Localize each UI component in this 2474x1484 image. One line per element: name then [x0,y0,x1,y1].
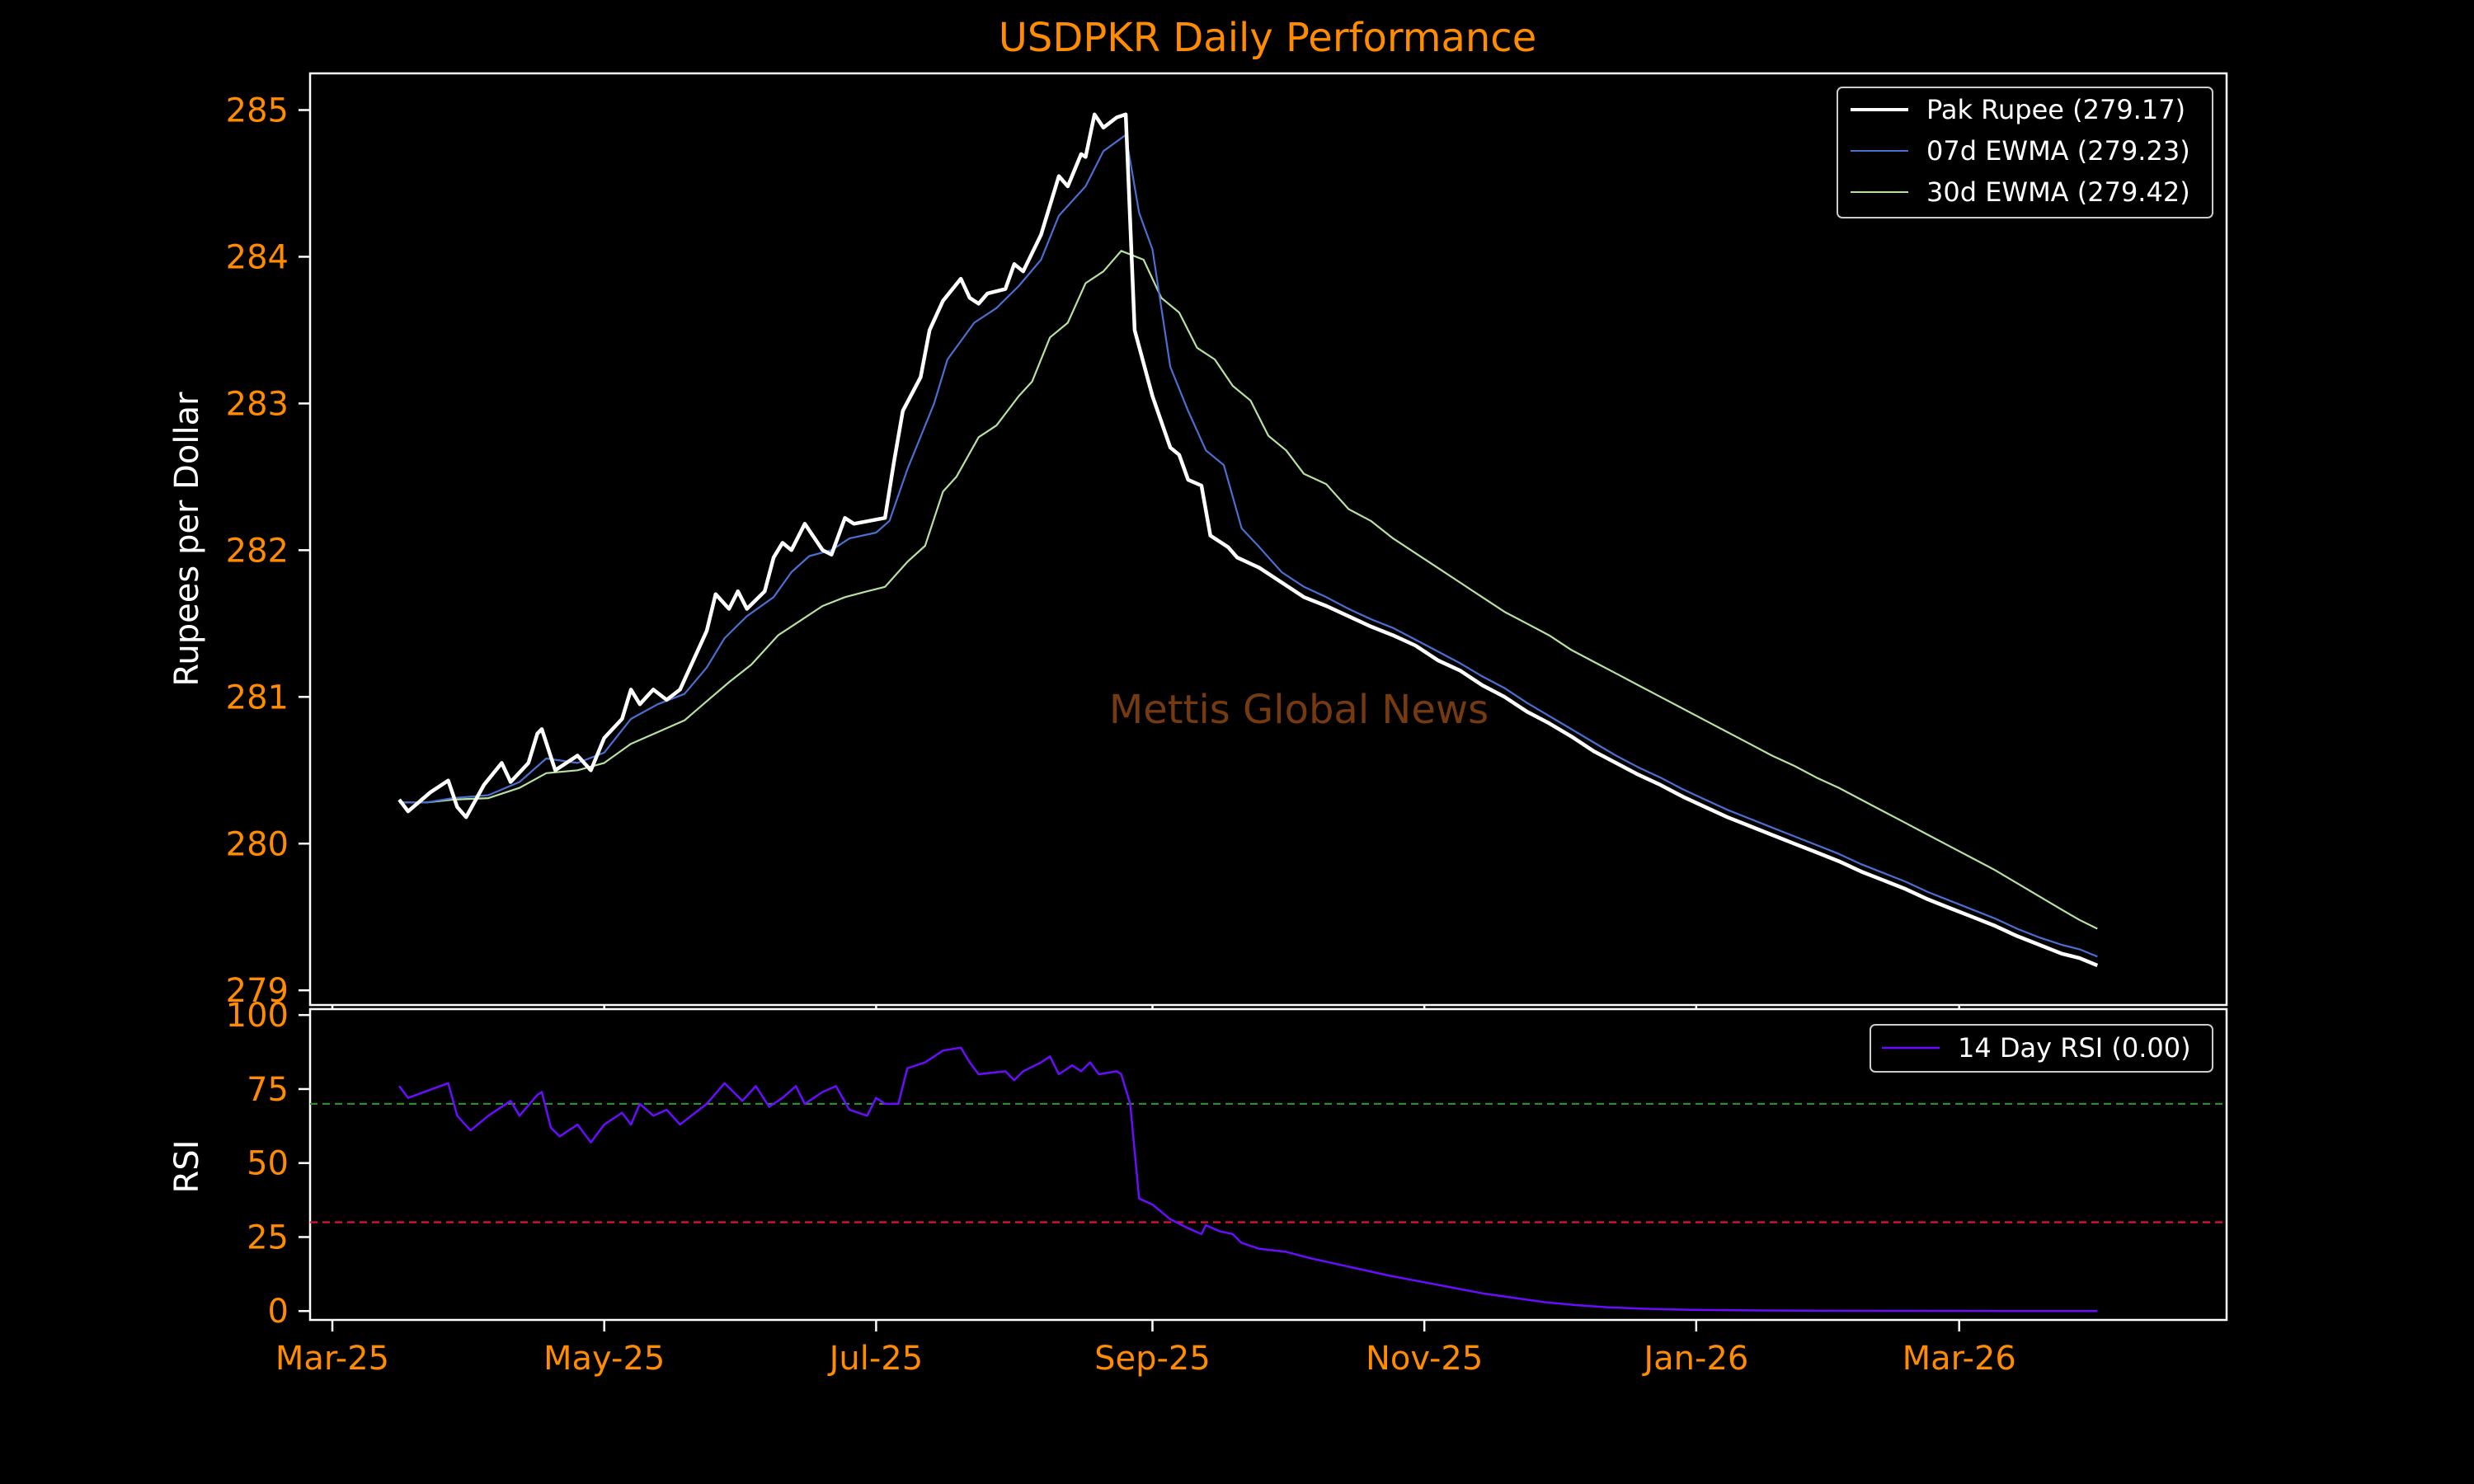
price-plot-area [308,72,2228,1007]
series-line-30d-ewma [399,250,2098,930]
price-panel: Rupees per Dollar 279280281282283284285 … [168,72,2228,1015]
rsi-y-axis-label: RSI [168,1140,206,1194]
price-y-tick-label: 283 [226,385,289,423]
legend-label-07d-ewma: 07d EWMA (279.23) [1926,135,2190,167]
legend-label-rsi: 14 Day RSI (0.00) [1958,1032,2191,1064]
series-line-07d-ewma [399,134,2098,958]
rsi-series-lines [398,1046,2098,1313]
price-legend: Pak Rupee (279.17) 07d EWMA (279.23) 30d… [1837,87,2213,218]
watermark-text: Mettis Global News [1109,687,1489,733]
x-tick-label: Jul-25 [827,1340,924,1378]
rsi-x-ticks: Mar-25 May-25 Jul-25 Sep-25 Nov-25 Jan-26 Mar-… [275,1320,2016,1378]
price-y-tick-label: 279 [226,972,289,1010]
price-series-lines [397,112,2099,968]
series-line-pak-rupee [397,112,2099,968]
x-tick-label: Nov-25 [1366,1340,1483,1378]
rsi-y-tick-label: 75 [247,1071,289,1109]
legend-label-pak-rupee: Pak Rupee (279.17) [1926,94,2185,125]
price-y-ticks: 279 280 281 282 283 284 285 [226,92,310,1010]
series-line-rsi [398,1046,2098,1313]
rsi-y-tick-label: 0 [268,1293,289,1331]
rsi-legend: 14 Day RSI (0.00) [1870,1024,2213,1073]
price-y-tick-label: 281 [226,679,289,716]
price-y-tick-label: 285 [226,92,289,129]
x-tick-label: Mar-25 [275,1340,389,1378]
rsi-y-tick-label: 100 [226,997,289,1035]
rsi-y-tick-label: 50 [247,1145,289,1183]
price-y-axis-label: Rupees per Dollar [168,392,206,687]
rsi-reference-lines [310,1102,2227,1223]
rsi-legend-box [1870,1024,2213,1073]
rsi-y-ticks: 0 25 50 75 100 [226,997,310,1331]
x-tick-label: May-25 [543,1340,665,1378]
price-y-tick-label: 280 [226,825,289,863]
x-tick-label: Mar-26 [1903,1340,2016,1378]
legend-label-30d-ewma: 30d EWMA (279.42) [1926,176,2190,208]
price-y-tick-label: 282 [226,532,289,570]
chart-title: USDPKR Daily Performance [999,15,1536,61]
x-tick-label: Sep-25 [1094,1340,1211,1378]
price-legend-box [1837,87,2213,218]
rsi-y-tick-label: 25 [247,1219,289,1256]
x-tick-label: Jan-26 [1641,1340,1748,1378]
price-y-tick-label: 284 [226,238,289,276]
rsi-panel: RSI 0 25 50 75 100 Mar-25 May-25 Jul-25 Sep-25 N… [168,997,2228,1378]
